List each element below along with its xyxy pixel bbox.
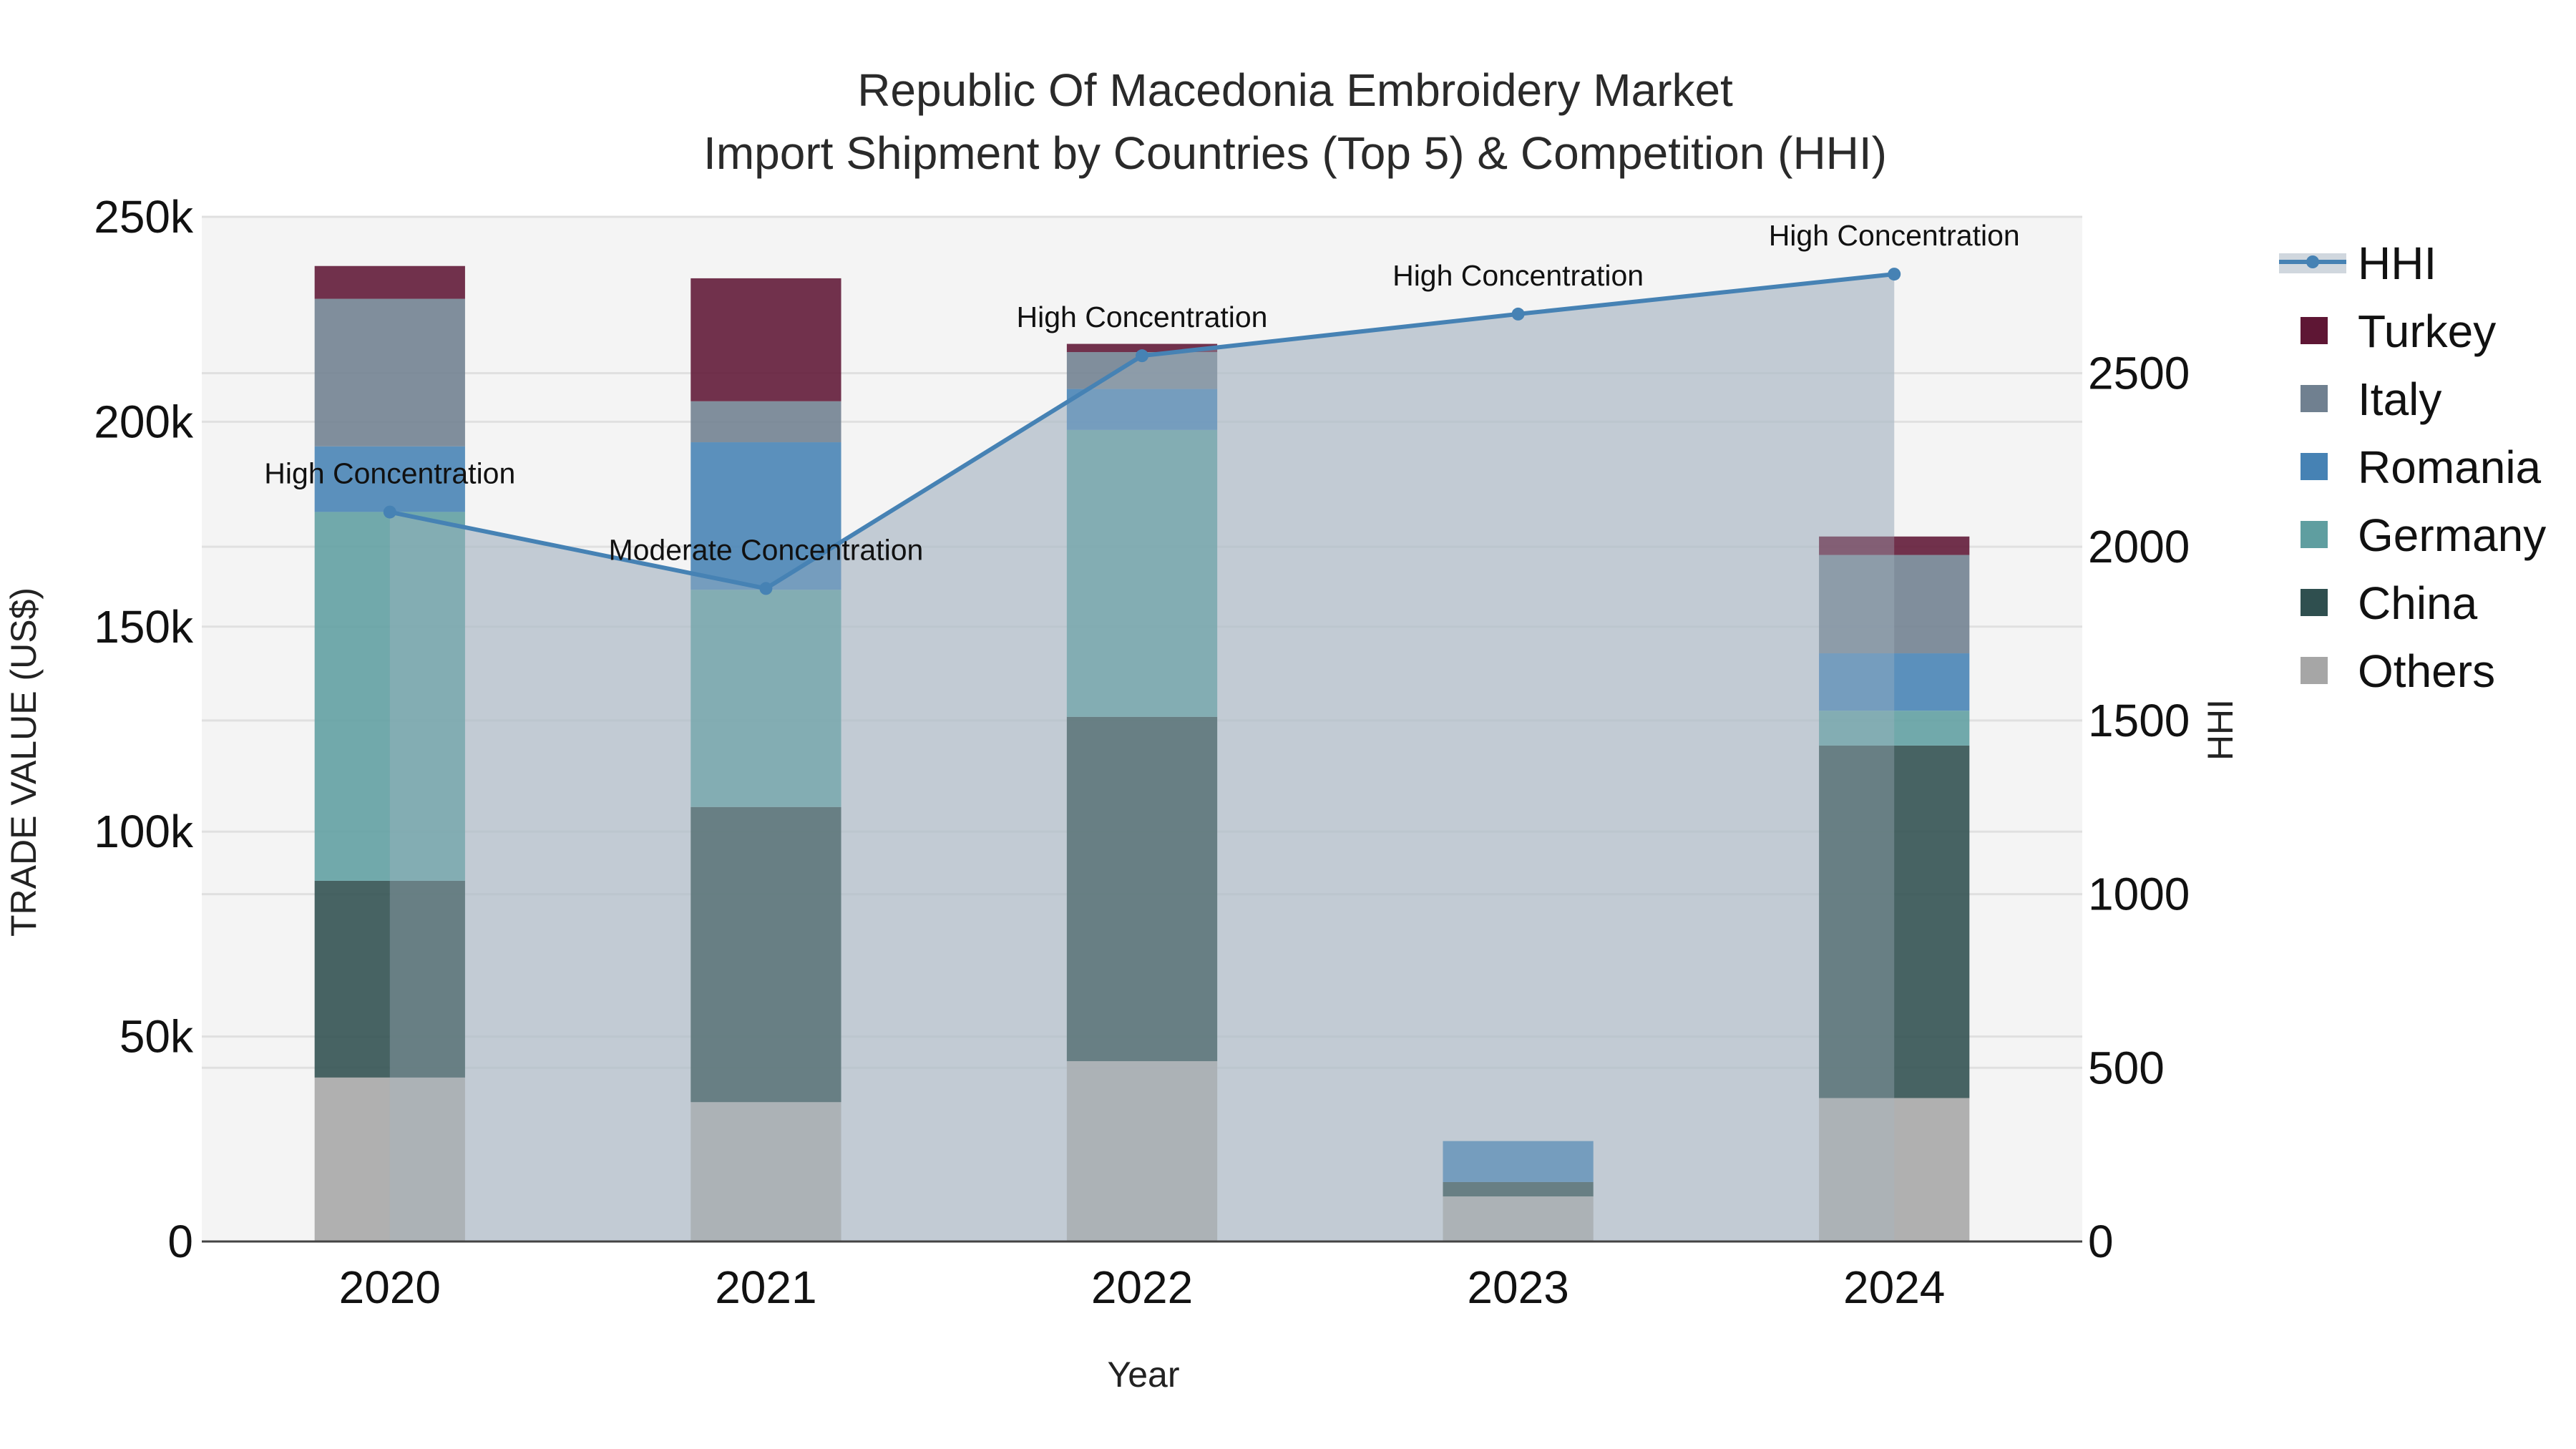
legend-label-others: Others <box>2358 645 2495 697</box>
hhi-annotation: High Concentration <box>1769 219 2020 252</box>
bar-romania-2021 <box>691 442 841 590</box>
hhi-point <box>383 505 396 519</box>
bar-china-2021 <box>691 806 841 1103</box>
bar-others-2020 <box>314 1077 465 1241</box>
bar-turkey-2024 <box>1819 536 1970 555</box>
bar-others-2021 <box>691 1102 841 1241</box>
legend-swatch-italy <box>2301 385 2328 412</box>
legend-swatch-china <box>2301 589 2328 616</box>
bar-romania-2024 <box>1819 653 1970 711</box>
legend-label-turkey: Turkey <box>2358 306 2496 357</box>
bar-turkey-2022 <box>1066 343 1218 353</box>
bar-romania-2022 <box>1066 389 1218 430</box>
x-tick-label: 2021 <box>715 1262 816 1313</box>
legend-swatch-hhi-marker <box>2306 255 2319 268</box>
bar-italy-2020 <box>314 298 465 447</box>
legend-label-china: China <box>2358 577 2478 629</box>
x-tick-label: 2023 <box>1467 1262 1568 1313</box>
legend-label-romania: Romania <box>2358 441 2542 493</box>
x-tick-label: 2020 <box>339 1262 441 1313</box>
bar-others-2022 <box>1066 1060 1218 1241</box>
y2-axis-title: HHI <box>2200 699 2240 761</box>
hhi-annotation: High Concentration <box>1392 259 1644 292</box>
y-tick-label: 250k <box>94 191 194 243</box>
y2-tick-label: 500 <box>2088 1042 2165 1093</box>
legend-swatch-turkey <box>2301 317 2328 344</box>
bar-germany-2020 <box>314 512 465 881</box>
bar-germany-2021 <box>691 590 841 807</box>
hhi-point <box>1136 349 1148 363</box>
legend-label-italy: Italy <box>2358 374 2441 425</box>
bar-italy-2021 <box>691 401 841 443</box>
axes: 0 50k 100k 150k 200k 250k 0 500 1000 1500 2000 2500… <box>94 191 2190 1313</box>
bar-turkey-2021 <box>691 278 841 401</box>
hhi-line-layer <box>383 268 1901 595</box>
bar-china-2023 <box>1443 1181 1594 1196</box>
bar-china-2022 <box>1066 716 1218 1061</box>
legend-label-hhi: HHI <box>2358 238 2436 289</box>
y2-tick-label: 2500 <box>2088 347 2190 399</box>
hhi-annotation: High Concentration <box>264 457 515 490</box>
legend-swatch-germany <box>2301 521 2328 548</box>
hhi-point <box>1888 268 1901 281</box>
y2-tick-label: 1000 <box>2088 869 2190 920</box>
bar-romania-2020 <box>314 446 465 512</box>
y-tick-label: 50k <box>119 1011 194 1063</box>
chart-title-line1: Republic Of Macedonia Embroidery Market <box>857 64 1733 116</box>
y-tick-label: 100k <box>94 806 194 857</box>
hhi-annotation: Moderate Concentration <box>608 533 923 566</box>
bar-others-2023 <box>1443 1196 1594 1241</box>
legend-label-germany: Germany <box>2358 509 2546 561</box>
chart-title-line2: Import Shipment by Countries (Top 5) & C… <box>703 127 1887 179</box>
y-tick-label: 150k <box>94 601 194 653</box>
x-tick-label: 2024 <box>1843 1262 1945 1313</box>
hhi-point <box>759 582 773 595</box>
y2-tick-label: 2000 <box>2088 521 2190 572</box>
y-axis-title: TRADE VALUE (US$) <box>4 587 44 937</box>
y2-tick-label: 0 <box>2088 1216 2114 1267</box>
x-tick-label: 2022 <box>1091 1262 1193 1313</box>
bar-italy-2024 <box>1819 555 1970 654</box>
y-tick-label: 0 <box>167 1216 193 1267</box>
x-axis-title: Year <box>1107 1355 1179 1395</box>
legend-swatch-others <box>2301 657 2328 684</box>
bar-china-2024 <box>1819 745 1970 1098</box>
hhi-annotation: High Concentration <box>1017 301 1268 333</box>
bar-turkey-2020 <box>314 265 465 299</box>
y2-tick-label: 1500 <box>2088 695 2190 746</box>
bar-germany-2022 <box>1066 429 1218 717</box>
legend: HHI Turkey Italy Romania Germany China Others <box>2279 238 2546 697</box>
legend-swatch-romania <box>2301 453 2328 480</box>
hhi-area-overlay <box>389 274 1895 1241</box>
y-tick-label: 200k <box>94 396 194 447</box>
bar-germany-2024 <box>1819 711 1970 746</box>
hhi-point <box>1511 307 1525 321</box>
bar-others-2024 <box>1819 1098 1970 1241</box>
hhi-annotations: High Concentration Moderate Concentration… <box>264 219 2019 566</box>
bar-china-2020 <box>314 880 465 1078</box>
bar-romania-2023 <box>1443 1141 1594 1182</box>
bar-layer <box>314 265 1970 1241</box>
